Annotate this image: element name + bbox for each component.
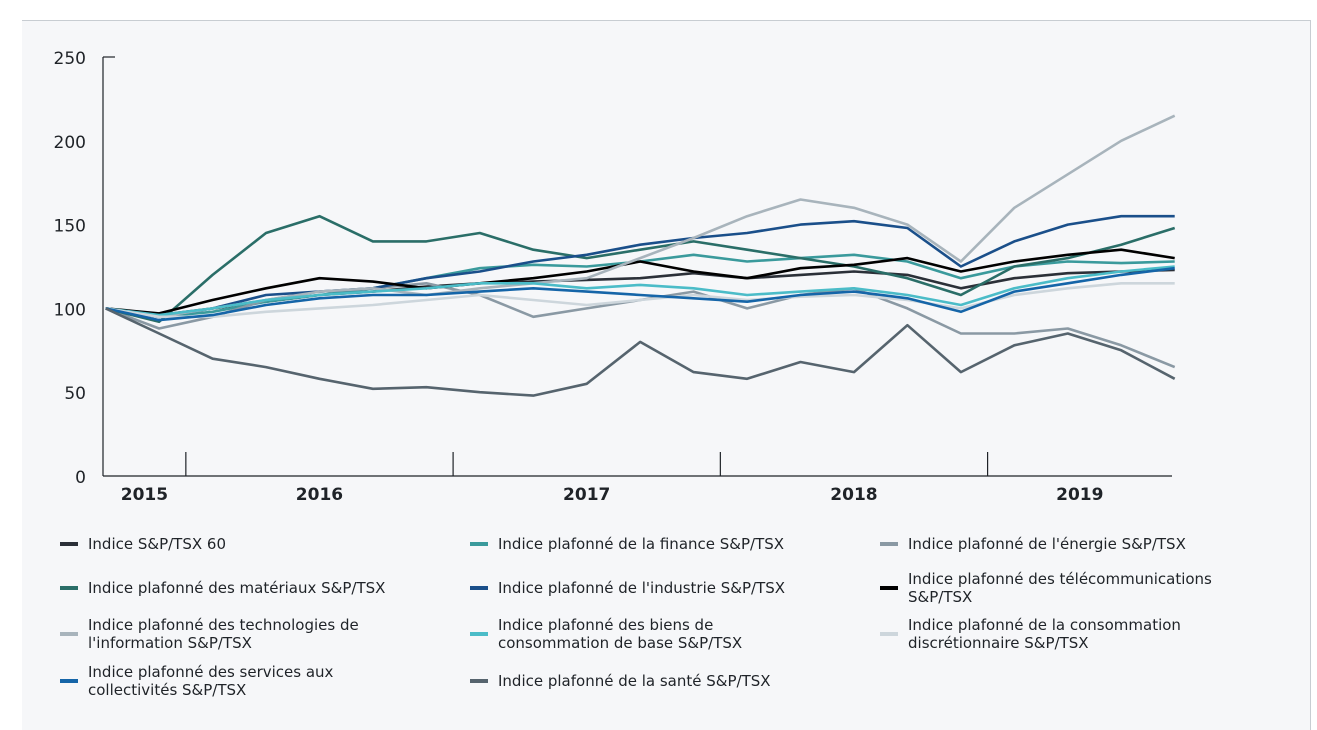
series-line bbox=[105, 307, 1176, 397]
legend-item: Indice plafonné de l'énergie S&P/TSX bbox=[880, 526, 1248, 562]
legend-item: Indice plafonné de la consommation discr… bbox=[880, 616, 1238, 652]
legend-label: Indice plafonné des matériaux S&P/TSX bbox=[88, 579, 386, 597]
legend-label: Indice plafonné des télécommunications S… bbox=[908, 570, 1212, 606]
legend-swatch bbox=[880, 586, 898, 590]
legend-item: Indice plafonné des technologies de l'in… bbox=[60, 616, 388, 652]
x-tick-label: 2015 bbox=[121, 485, 168, 505]
legend-item: Indice plafonné des matériaux S&P/TSX bbox=[60, 570, 428, 606]
chart-panel bbox=[22, 20, 1311, 730]
y-tick-label: 0 bbox=[75, 468, 86, 488]
series-line bbox=[105, 265, 1175, 317]
legend-swatch bbox=[60, 632, 78, 636]
legend-swatch bbox=[470, 679, 488, 683]
y-tick-label: 100 bbox=[54, 300, 86, 320]
legend-swatch bbox=[470, 586, 488, 590]
legend-label: Indice plafonné de la santé S&P/TSX bbox=[498, 672, 771, 690]
x-tick-label: 2019 bbox=[1056, 485, 1103, 505]
legend-item: Indice plafonné de la finance S&P/TSX bbox=[470, 526, 838, 562]
legend-swatch bbox=[470, 632, 488, 636]
y-tick-label: 150 bbox=[54, 217, 86, 237]
legend-item: Indice plafonné de la santé S&P/TSX bbox=[470, 663, 838, 699]
y-tick-label: 200 bbox=[54, 133, 86, 153]
legend-swatch bbox=[60, 542, 78, 546]
x-tick-label: 2018 bbox=[830, 485, 877, 505]
y-tick-label: 50 bbox=[64, 384, 86, 404]
series-line bbox=[105, 114, 1176, 319]
legend-swatch bbox=[880, 632, 898, 636]
legend-item: Indice plafonné des services aux collect… bbox=[60, 663, 388, 699]
legend-swatch bbox=[60, 586, 78, 590]
legend-label: Indice plafonné de l'industrie S&P/TSX bbox=[498, 579, 786, 597]
legend-label: Indice plafonné de la finance S&P/TSX bbox=[498, 535, 785, 553]
legend-label: Indice S&P/TSX 60 bbox=[88, 535, 226, 553]
legend-item: Indice S&P/TSX 60 bbox=[60, 526, 428, 562]
legend-swatch bbox=[60, 679, 78, 683]
x-tick-label: 2017 bbox=[563, 485, 610, 505]
legend-label: Indice plafonné des technologies de l'in… bbox=[88, 616, 359, 652]
series-line bbox=[105, 248, 1175, 315]
legend-item: Indice plafonné des biens de consommatio… bbox=[470, 616, 798, 652]
series-line bbox=[105, 266, 1175, 322]
y-tick-label: 250 bbox=[54, 49, 86, 69]
legend-item: Indice plafonné de l'industrie S&P/TSX bbox=[470, 570, 838, 606]
legend-label: Indice plafonné de la consommation discr… bbox=[908, 616, 1181, 652]
legend-label: Indice plafonné de l'énergie S&P/TSX bbox=[908, 535, 1186, 553]
legend-label: Indice plafonné des services aux collect… bbox=[88, 663, 334, 699]
legend-swatch bbox=[470, 542, 488, 546]
legend-label: Indice plafonné des biens de consommatio… bbox=[498, 616, 743, 652]
series-line bbox=[105, 214, 1176, 324]
series-line bbox=[105, 214, 1175, 319]
legend-swatch bbox=[880, 542, 898, 546]
x-tick-label: 2016 bbox=[296, 485, 343, 505]
legend-item: Indice plafonné des télécommunications S… bbox=[880, 570, 1238, 606]
